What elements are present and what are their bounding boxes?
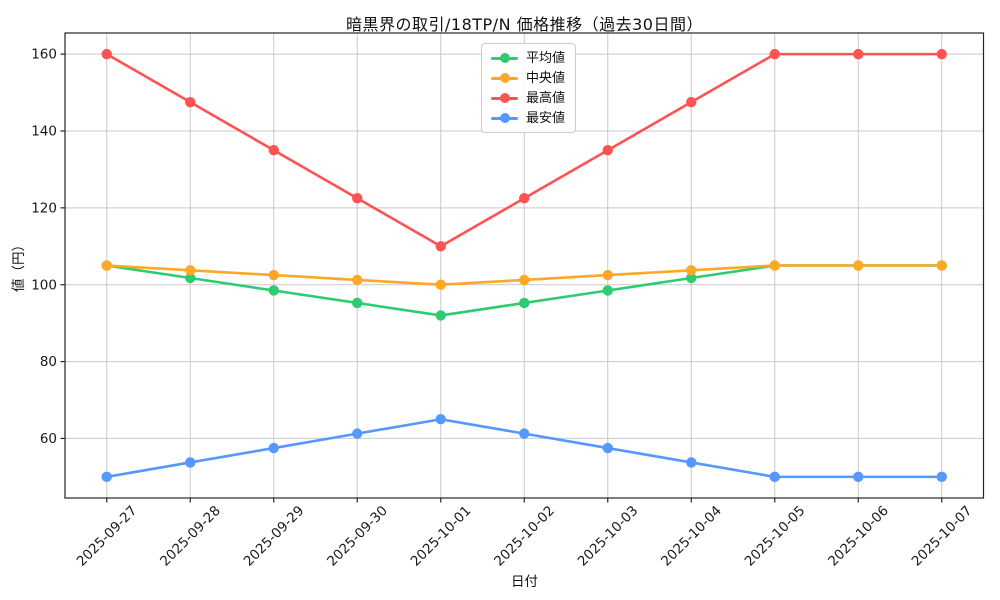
data-point <box>686 96 697 108</box>
data-point <box>352 297 363 309</box>
data-point <box>435 310 446 321</box>
legend-dot-max <box>499 93 510 103</box>
data-point <box>435 279 446 290</box>
x-tick-label: 2025-09-29 <box>241 503 308 570</box>
data-point <box>602 269 613 281</box>
data-point <box>268 442 279 454</box>
legend-label-median: 中央値 <box>526 70 566 86</box>
data-point <box>519 193 530 204</box>
legend-dot-average <box>499 53 510 63</box>
data-point <box>602 442 613 454</box>
legend: 平均値 中央値 最高値 最安値 <box>481 43 577 133</box>
x-tick-label: 2025-09-28 <box>157 503 224 570</box>
legend-marker-average <box>491 53 518 63</box>
x-tick-label: 2025-10-02 <box>491 503 558 570</box>
data-point <box>602 145 613 156</box>
data-point <box>185 457 196 468</box>
data-point <box>936 471 947 483</box>
data-point <box>686 265 697 276</box>
data-point <box>352 274 363 286</box>
data-point <box>519 274 530 286</box>
legend-label-min: 最安値 <box>526 110 566 126</box>
data-point <box>769 260 780 271</box>
data-point <box>185 265 196 276</box>
x-tick-label: 2025-10-05 <box>742 503 809 570</box>
chart-title: 暗黒界の取引/18TP/N 価格推移（過去30日間） <box>346 15 703 34</box>
data-point <box>936 260 947 271</box>
y-axis-label: 値（円） <box>11 238 27 292</box>
data-point <box>519 428 530 439</box>
data-point <box>602 285 613 296</box>
y-tick-label: 80 <box>40 354 57 370</box>
legend-marker-max <box>491 93 518 103</box>
y-tick-label: 100 <box>31 277 57 293</box>
x-tick-label: 2025-10-04 <box>658 503 725 570</box>
x-tick-label: 2025-10-06 <box>825 503 892 570</box>
data-point <box>101 260 112 271</box>
data-point <box>185 272 196 284</box>
legend-item-average: 平均値 <box>491 51 565 65</box>
x-tick-label: 2025-09-27 <box>74 503 141 570</box>
y-tick-label: 160 <box>31 47 57 63</box>
y-tick-label: 60 <box>40 431 57 447</box>
x-tick-label: 2025-10-01 <box>408 503 475 570</box>
data-point <box>268 269 279 281</box>
data-point <box>352 193 363 204</box>
data-point <box>435 414 446 425</box>
data-point <box>853 260 864 271</box>
legend-marker-min <box>491 113 518 123</box>
y-tick-label: 140 <box>31 124 57 140</box>
data-point <box>352 428 363 439</box>
data-point <box>686 272 697 284</box>
data-point <box>769 471 780 483</box>
legend-dot-median <box>499 73 510 83</box>
x-tick-label: 2025-10-07 <box>909 503 976 570</box>
x-tick-label: 2025-10-03 <box>575 503 642 570</box>
legend-dot-min <box>499 113 510 123</box>
data-point <box>268 285 279 296</box>
data-point <box>101 48 112 60</box>
legend-marker-median <box>491 73 518 83</box>
data-point <box>853 471 864 483</box>
legend-label-average: 平均値 <box>526 50 566 66</box>
data-point <box>936 48 947 60</box>
data-point <box>853 48 864 60</box>
x-tick-label: 2025-09-30 <box>324 503 391 570</box>
data-point <box>519 297 530 309</box>
legend-item-min: 最安値 <box>491 111 565 125</box>
data-point <box>435 241 446 252</box>
legend-label-max: 最高値 <box>526 90 566 106</box>
x-axis-label: 日付 <box>511 574 538 590</box>
y-tick-label: 120 <box>31 200 57 216</box>
data-point <box>686 457 697 468</box>
data-point <box>769 48 780 60</box>
legend-item-median: 中央値 <box>491 71 565 85</box>
data-point <box>101 471 112 483</box>
legend-item-max: 最高値 <box>491 91 565 105</box>
data-point <box>268 145 279 156</box>
data-point <box>185 96 196 108</box>
